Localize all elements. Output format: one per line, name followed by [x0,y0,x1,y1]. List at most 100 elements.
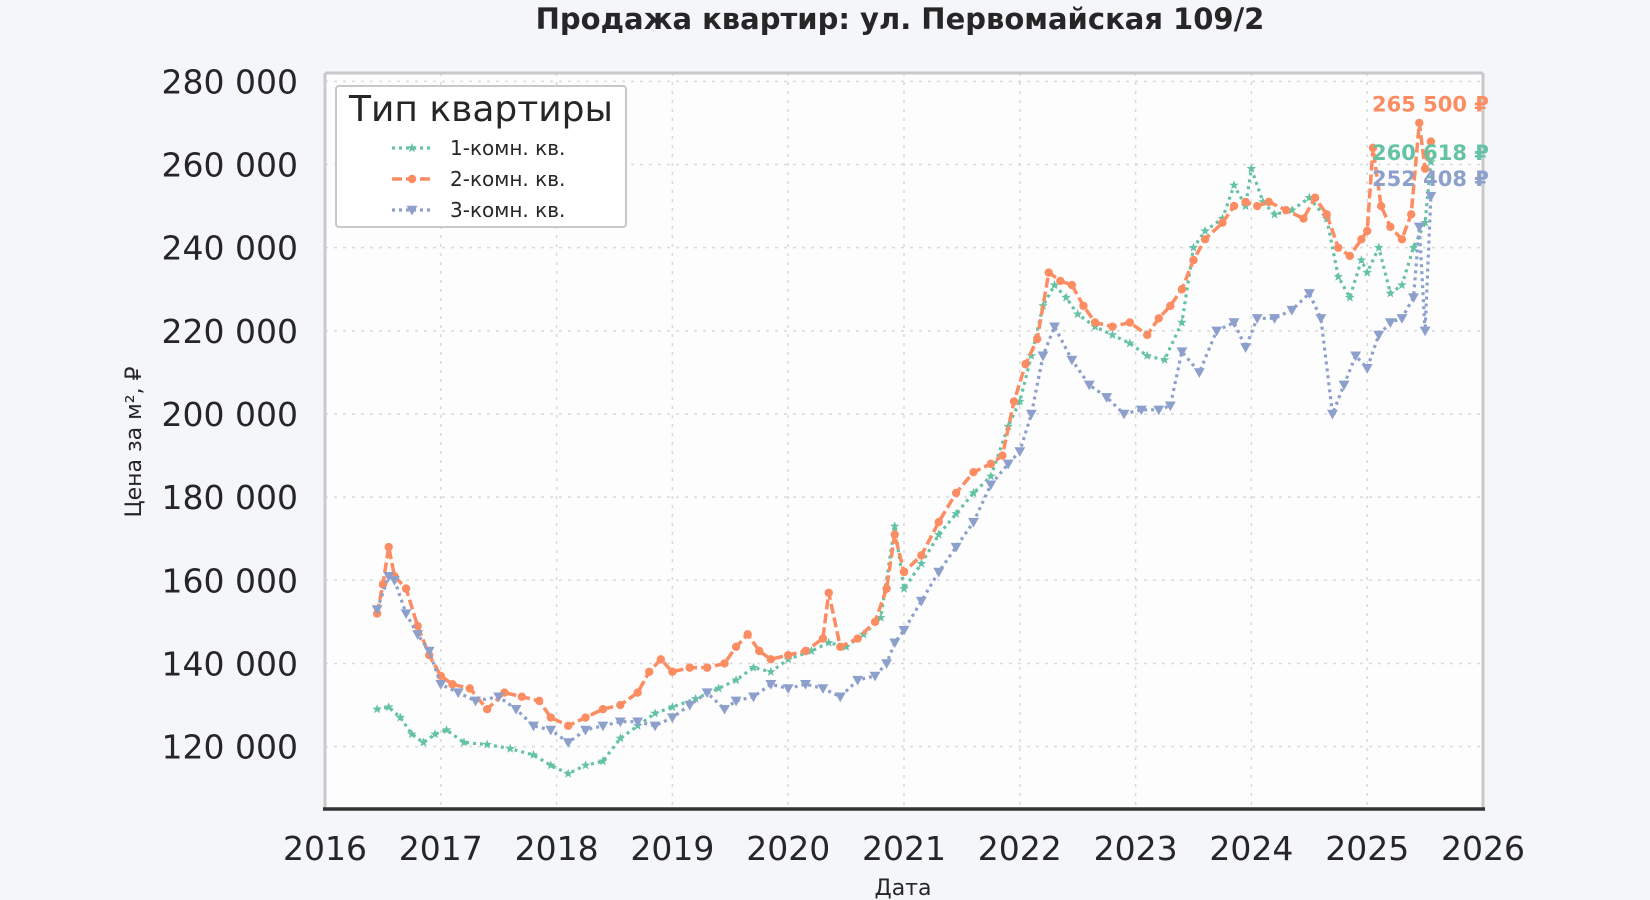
data-point [1408,242,1419,252]
data-point [1413,222,1425,233]
data-point [563,721,573,731]
series-3 [371,191,1437,748]
data-point [383,702,394,712]
data-point [1241,197,1250,207]
data-point [933,529,944,539]
data-point [1426,137,1436,146]
data-point [493,692,505,703]
data-point [1154,314,1163,323]
data-point [1310,193,1320,202]
data-point [418,737,429,747]
data-point [881,659,893,669]
data-point [598,756,608,766]
data-point [1066,355,1078,366]
data-point [1142,330,1152,340]
data-point [1385,288,1396,298]
data-point [645,667,654,676]
data-point [1217,213,1228,223]
y-tick-label: 160 000 [162,561,298,600]
data-point [899,583,909,593]
data-point [1189,255,1198,265]
data-point [1384,318,1396,328]
data-point [1067,280,1077,290]
y-tick-label: 120 000 [162,728,298,767]
data-point [731,642,741,652]
legend-label: 1-комн. кв. [450,136,565,160]
data-point [823,637,834,647]
data-point [1252,201,1262,211]
data-point [441,725,452,735]
data-point [836,642,845,652]
data-point [1396,314,1408,324]
data-point [998,451,1007,460]
data-point [800,680,812,690]
data-point [898,625,910,636]
data-point [870,617,880,627]
data-point [615,733,626,743]
data-point [951,508,961,518]
data-point [766,666,776,676]
data-point [1200,235,1210,244]
data-point [701,688,713,699]
data-point [817,684,829,694]
data-point [1356,255,1367,265]
data-point [452,688,464,699]
data-point [407,729,417,739]
x-axis-ticks: 2016 2017 2018 2019 2020 2021 2022 2023 2024 2025… [283,829,1525,868]
data-point [1286,305,1298,316]
data-point [1333,271,1343,281]
data-point [1015,396,1025,406]
data-point [1304,192,1315,202]
series-line [376,161,1433,776]
data-point [853,634,862,643]
data-point [730,696,742,707]
data-point [1014,447,1026,457]
data-point [1386,222,1395,232]
data-point [465,684,474,693]
data-point [546,760,556,770]
x-tick-label: 2021 [862,829,946,868]
data-point [1177,317,1187,327]
data-point [713,683,724,693]
data-point [413,621,422,631]
series-end-label: 265 500 ₽ [1372,93,1489,117]
data-point [1362,267,1372,277]
data-point [1159,354,1170,364]
y-tick-label: 280 000 [162,62,298,101]
data-point [510,705,522,715]
data-point [852,675,864,686]
data-point [1425,191,1437,202]
data-point [1315,314,1327,324]
data-point [666,713,678,723]
data-point [1164,401,1176,412]
x-axis-label: Дата [875,876,932,900]
data-point [1125,318,1135,327]
data-point [684,700,696,711]
legend-item: 1-комн. кв. [392,136,565,160]
data-point [1368,143,1378,153]
data-point [1025,409,1037,420]
data-point [1420,217,1430,227]
x-tick-label: 2025 [1325,829,1409,868]
data-point [1061,292,1071,302]
y-tick-label: 260 000 [162,145,298,184]
x-tick-label: 2022 [978,829,1062,868]
chart-title: Продажа квартир: ул. Первомайская 109/2 [536,2,1265,36]
data-point [412,630,424,640]
series-line [375,121,1433,728]
data-point [384,542,393,552]
x-tick-label: 2016 [283,829,367,868]
data-point [951,488,961,498]
data-point [1032,334,1042,344]
data-point [1338,380,1350,391]
x-tick-label: 2023 [1094,829,1178,868]
data-point [389,576,400,586]
data-point [1079,301,1088,311]
data-point [562,738,574,748]
data-point [436,671,445,681]
data-point [1426,156,1436,166]
data-point [743,630,752,639]
data-point [731,675,741,685]
data-point [889,521,900,531]
data-point [1327,409,1338,420]
